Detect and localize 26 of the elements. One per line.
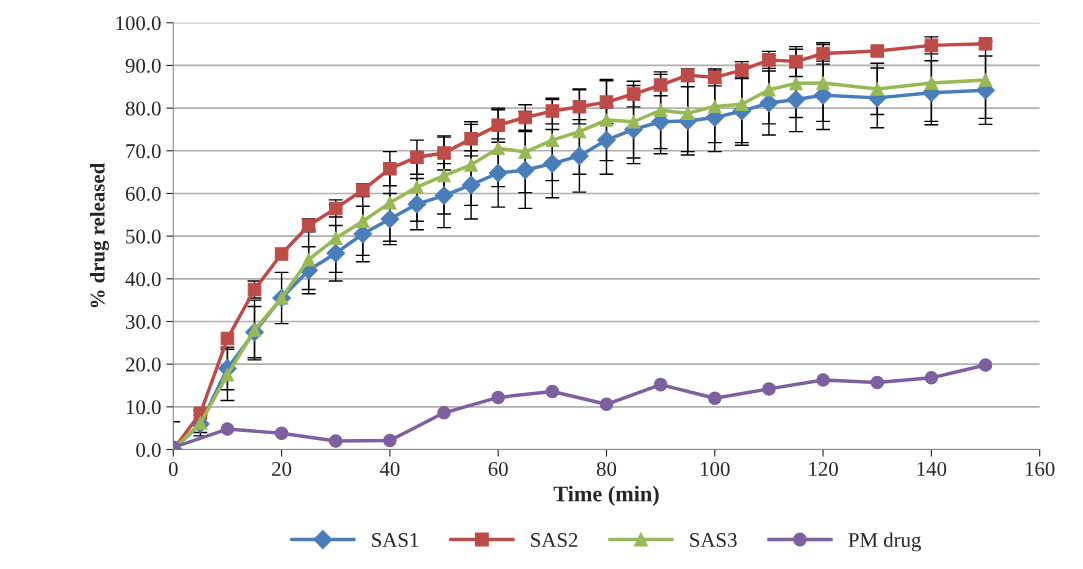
y-tick-label: 0.0 bbox=[136, 442, 161, 458]
x-tick-label: 160 bbox=[1025, 461, 1055, 476]
y-tick-label: 20.0 bbox=[125, 357, 161, 372]
x-tick-label: 140 bbox=[917, 461, 947, 476]
y-tick-label: 30.0 bbox=[126, 314, 161, 330]
legend-label: SAS1 bbox=[372, 533, 419, 548]
y-tick-label: 80.0 bbox=[125, 101, 161, 116]
legend-label: SAS2 bbox=[531, 533, 578, 548]
x-axis-title: Time (min) bbox=[553, 485, 659, 506]
y-tick-label: 10.0 bbox=[126, 400, 161, 415]
y-axis-title: % drug released bbox=[89, 163, 110, 308]
x-tick-label: 80 bbox=[596, 461, 617, 476]
y-tick-label: 60.0 bbox=[125, 186, 161, 201]
x-tick-label: 60 bbox=[488, 461, 508, 476]
legend-label: SAS3 bbox=[690, 533, 737, 548]
x-tick-label: 100 bbox=[700, 461, 730, 476]
x-tick-label: 0 bbox=[168, 461, 178, 476]
y-tick-label: 90.0 bbox=[125, 58, 161, 73]
y-tick-label: 100.0 bbox=[116, 16, 161, 31]
y-tick-label: 70.0 bbox=[126, 144, 161, 159]
x-tick-label: 40 bbox=[379, 461, 400, 476]
y-tick-label: 50.0 bbox=[126, 229, 161, 244]
x-tick-label: 120 bbox=[809, 461, 838, 476]
legend-label: PM drug bbox=[848, 532, 921, 552]
x-tick-label: 20 bbox=[272, 461, 292, 476]
y-tick-label: 40.0 bbox=[125, 272, 161, 287]
